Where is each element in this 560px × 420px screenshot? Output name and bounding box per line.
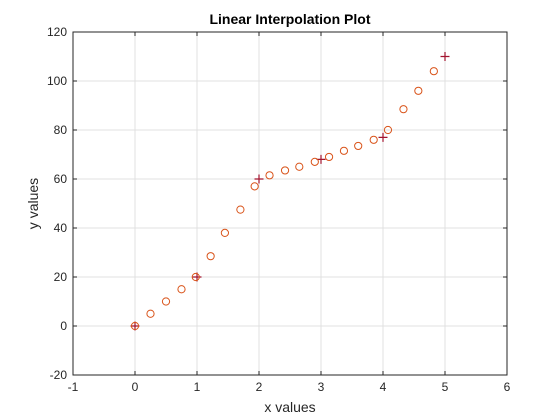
circle-point	[250, 182, 259, 191]
circle-point	[429, 67, 438, 76]
data-marks	[130, 52, 450, 331]
y-tick-label: 80	[54, 123, 68, 137]
plus-point	[378, 132, 388, 142]
circle-point	[354, 141, 363, 151]
circle-point	[146, 309, 155, 318]
y-tick-label: 20	[54, 270, 68, 284]
grid	[72, 31, 508, 376]
y-tick-label: 120	[47, 25, 67, 39]
tick-labels: -1 0 1 2 3 4 5 6 -20 0 20 40 60 80 100 120	[47, 25, 511, 394]
chart-title: Linear Interpolation Plot	[209, 11, 370, 27]
x-tick-label: -1	[68, 380, 79, 394]
plus-point	[440, 52, 450, 61]
x-axis-label: x values	[264, 399, 315, 415]
plus-point	[130, 321, 140, 331]
axis-ticks	[72, 31, 508, 376]
circle-point	[206, 252, 215, 261]
circle-point	[177, 285, 186, 294]
circle-point	[399, 105, 408, 114]
circle-point	[236, 205, 245, 214]
circle-point	[220, 228, 229, 237]
x-tick-label: 2	[256, 380, 263, 394]
circle-point	[295, 162, 304, 171]
axes-box	[72, 31, 508, 376]
circle-point	[369, 135, 378, 144]
y-tick-label: 40	[54, 221, 68, 235]
circle-point	[265, 171, 274, 180]
plus-point	[254, 174, 264, 184]
circle-point	[383, 125, 393, 135]
x-tick-label: 4	[380, 380, 387, 394]
y-tick-label: 100	[47, 74, 67, 88]
circle-point	[191, 272, 200, 282]
y-tick-label: 60	[54, 172, 68, 186]
x-tick-label: 0	[132, 380, 139, 394]
y-tick-label: -20	[50, 368, 68, 382]
x-tick-label: 6	[504, 380, 511, 394]
x-tick-label: 5	[442, 380, 449, 394]
y-tick-label: 0	[60, 319, 67, 333]
circle-point	[324, 152, 334, 162]
series-circle	[130, 67, 438, 331]
circle-point	[310, 157, 319, 166]
y-axis-label: y values	[25, 178, 41, 229]
x-tick-label: 3	[318, 380, 325, 394]
circle-point	[130, 321, 140, 331]
circle-point	[414, 86, 423, 95]
circle-point	[339, 146, 349, 155]
circle-point	[280, 166, 290, 175]
x-tick-label: 1	[194, 380, 201, 394]
circle-point	[161, 297, 171, 306]
